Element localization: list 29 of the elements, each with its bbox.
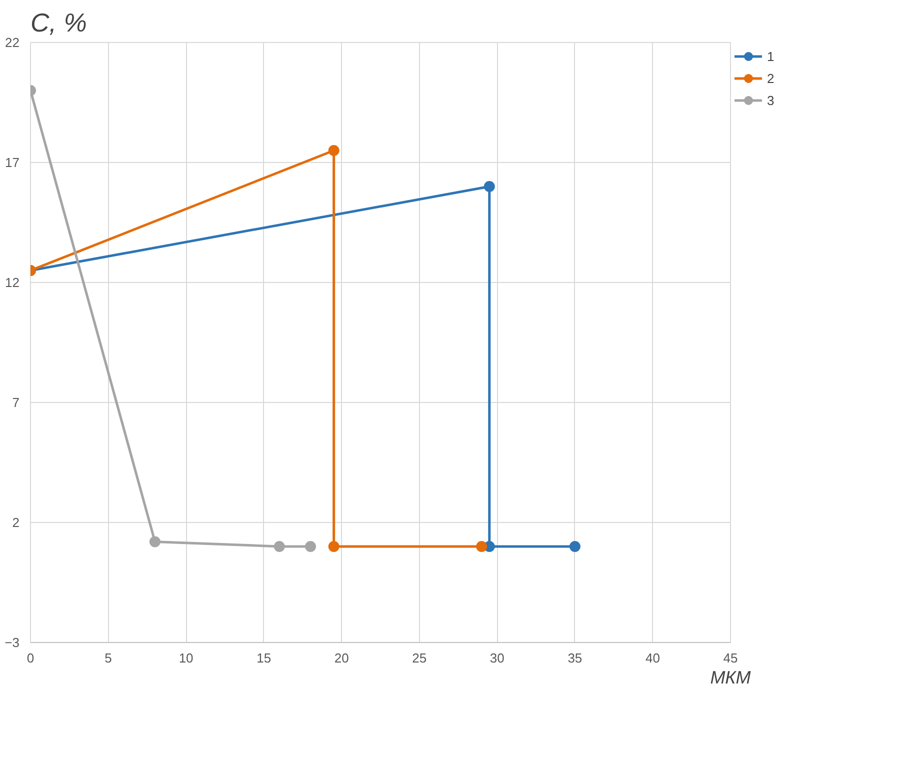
legend-label: 3 xyxy=(767,92,776,108)
x-tick-label: 45 xyxy=(723,650,738,666)
point xyxy=(305,541,316,552)
x-tick-label: 30 xyxy=(490,650,504,666)
y-axis-title: C, % xyxy=(30,8,87,38)
point xyxy=(274,541,285,552)
y-tick-label: 2 xyxy=(12,515,20,530)
x-tick-label: 5 xyxy=(104,650,112,666)
point xyxy=(484,181,495,192)
x-tick-label: 25 xyxy=(412,650,427,666)
point xyxy=(328,145,340,156)
x-tick-label: 35 xyxy=(568,650,582,666)
point xyxy=(149,536,160,548)
x-tick-label: 15 xyxy=(256,650,272,666)
x-tick-label: 10 xyxy=(178,650,194,666)
point xyxy=(476,541,488,552)
legend-label: 1 xyxy=(767,48,776,64)
x-tick-label: 0 xyxy=(26,650,34,666)
y-tick-label: −3 xyxy=(4,635,20,650)
legend-label: 2 xyxy=(767,70,776,86)
point xyxy=(328,541,340,552)
y-tick-label: 22 xyxy=(5,35,20,50)
x-axis-title: МКМ xyxy=(710,668,751,688)
y-tick-label: 12 xyxy=(5,275,20,290)
y-tick-label: 7 xyxy=(12,395,20,410)
point xyxy=(569,541,580,552)
y-tick-label: 17 xyxy=(5,155,20,170)
x-tick-label: 20 xyxy=(334,650,349,666)
x-tick-label: 40 xyxy=(645,650,660,666)
